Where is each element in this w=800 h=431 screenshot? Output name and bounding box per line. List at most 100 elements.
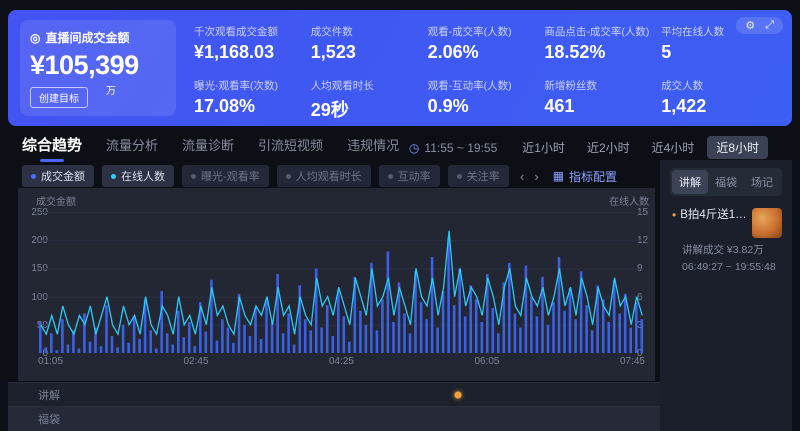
metric-value: 29秒 xyxy=(310,100,349,120)
banner-toolbar: ⚙ ⤢ xyxy=(736,17,783,34)
metric-label: 人均观看时长 xyxy=(310,80,374,92)
tab-流量分析[interactable]: 流量分析 xyxy=(106,138,159,153)
bullet-icon: • xyxy=(672,208,677,222)
chip-互动率[interactable]: 互动率 xyxy=(378,165,440,187)
chip-dot-icon xyxy=(191,173,196,179)
metric-label: 成交件数 xyxy=(310,26,353,38)
chip-label: 曝光-观看率 xyxy=(201,171,260,183)
time-button-近2小时[interactable]: 近2小时 xyxy=(586,141,630,155)
x-tick-06:05: 06:05 xyxy=(474,356,500,367)
metric-column-0: 千次观看成交金额 ¥1,168.03 曝光-观看率(次数) 17.08% xyxy=(194,24,311,116)
time-button-近1小时[interactable]: 近1小时 xyxy=(522,141,565,155)
primary-metric-value: ¥105,399 xyxy=(30,50,139,80)
tab-综合趋势[interactable]: 综合趋势 xyxy=(22,134,82,155)
metric-value: ¥1,168.03 xyxy=(194,42,275,62)
primary-metric-header: ◎ 直播间成交金额 xyxy=(30,29,166,46)
trend-chart xyxy=(38,212,645,353)
chip-人均观看时长[interactable]: 人均观看时长 xyxy=(276,165,371,187)
metric-label: 新增粉丝数 xyxy=(544,80,597,92)
metric-bottom: 人均观看时长 29秒 xyxy=(311,78,428,122)
lane-label: 福袋 xyxy=(38,414,60,426)
metric-bottom: 观看-互动率(人数) 0.9% xyxy=(428,78,545,117)
metric-label: 成交人数 xyxy=(661,80,704,92)
metric-value: 1,422 xyxy=(661,96,707,116)
metric-top: 成交件数 1,523 xyxy=(311,24,428,63)
event-lanes: 讲解 福袋 xyxy=(8,382,660,431)
lane-label: 讲解 xyxy=(38,389,60,402)
metric-column-1: 成交件数 1,523 人均观看时长 29秒 xyxy=(311,24,428,120)
chip-label: 关注率 xyxy=(466,171,500,183)
metric-value: 2.06% xyxy=(427,42,479,62)
metric-value: 5 xyxy=(661,42,672,62)
gear-icon[interactable]: ⚙ xyxy=(745,20,756,32)
right-axis-title: 在线人数 xyxy=(609,197,649,208)
side-panel-tabs: 讲解 福袋 场记 xyxy=(670,168,782,196)
grid-icon: ▦ xyxy=(552,169,565,183)
clock-icon: ◷ xyxy=(408,140,420,155)
metric-top: 观看-成交率(人数) 2.06% xyxy=(428,24,545,63)
x-tick-02:45: 02:45 xyxy=(183,356,209,367)
metric-column-4: 平均在线人数 5 成交人数 1,422 xyxy=(661,24,778,116)
time-range-picker[interactable]: ◷ 11:55 ~ 19:55 xyxy=(409,141,497,155)
chip-label: 互动率 xyxy=(397,171,431,183)
explain-item-gmv: 讲解成交 ¥3.82万 xyxy=(682,244,764,256)
primary-metric-card: ◎ 直播间成交金额 ¥105,399 万 创建目标 xyxy=(20,20,176,116)
metric-column-2: 观看-成交率(人数) 2.06% 观看-互动率(人数) 0.9% xyxy=(428,24,545,116)
chip-曝光-观看率[interactable]: 曝光-观看率 xyxy=(182,165,269,187)
metric-value: 17.08% xyxy=(194,96,256,116)
chip-dot-icon xyxy=(387,173,393,179)
x-tick-07:45: 07:45 xyxy=(619,356,645,367)
side-tab-讲解[interactable]: 讲解 xyxy=(672,170,708,194)
metric-top: 千次观看成交金额 ¥1,168.03 xyxy=(194,24,311,63)
metric-column-3: 商品点击-成交率(人数) 18.52% 新增粉丝数 461 xyxy=(544,24,661,116)
metric-config-button[interactable]: ▦ 指标配置 xyxy=(553,168,617,185)
time-quick-buttons: 近1小时 近2小时 近4小时 近8小时 xyxy=(513,136,768,159)
chip-关注率[interactable]: 关注率 xyxy=(447,165,509,187)
primary-metric-unit: 万 xyxy=(106,86,116,97)
event-marker-icon[interactable] xyxy=(454,391,462,398)
tab-引流短视频[interactable]: 引流短视频 xyxy=(258,138,324,153)
chips-pager: ‹ › xyxy=(520,169,539,184)
time-button-近8小时[interactable]: 近8小时 xyxy=(707,136,768,159)
explain-item[interactable]: • B拍4斤送1斤共35-4... 讲解成交 ¥3.82万 06:49:27 ~… xyxy=(672,208,782,273)
side-tab-场记[interactable]: 场记 xyxy=(751,177,773,189)
chip-dot-icon xyxy=(285,173,291,179)
chip-dot-icon xyxy=(31,173,36,179)
tab-流量诊断[interactable]: 流量诊断 xyxy=(182,138,235,153)
time-button-近4小时[interactable]: 近4小时 xyxy=(651,141,695,155)
metric-label: 千次观看成交金额 xyxy=(194,26,278,38)
metric-bottom: 成交人数 1,422 xyxy=(661,78,778,117)
nav-tabs: 综合趋势 流量分析 流量诊断 引流短视频 违规情况 xyxy=(22,134,399,155)
chevron-right-icon[interactable]: › xyxy=(534,168,539,184)
metric-config-label: 指标配置 xyxy=(569,169,618,184)
target-icon: ◎ xyxy=(30,30,41,45)
expand-icon[interactable]: ⤢ xyxy=(765,19,774,31)
explain-item-time: 06:49:27 ~ 19:55:48 xyxy=(682,261,776,273)
time-range-value: 11:55 ~ 19:55 xyxy=(424,140,498,155)
metric-filter-bar: 成交金额在线人数曝光-观看率人均观看时长互动率关注率负反馈率负反馈次数千次观看成… xyxy=(22,165,617,187)
chip-label: 成交金额 xyxy=(41,171,85,183)
x-tick-04:25: 04:25 xyxy=(328,356,354,367)
chip-成交金额[interactable]: 成交金额 xyxy=(22,165,94,187)
metric-bottom: 曝光-观看率(次数) 17.08% xyxy=(194,78,311,117)
metric-label: 曝光-观看率(次数) xyxy=(194,80,278,92)
chevron-left-icon[interactable]: ‹ xyxy=(520,168,525,184)
primary-metric-label: 直播间成交金额 xyxy=(45,31,130,45)
metric-bottom: 新增粉丝数 461 xyxy=(544,78,661,117)
create-goal-button[interactable]: 创建目标 xyxy=(30,87,88,108)
time-controls: ◷ 11:55 ~ 19:55 近1小时 近2小时 近4小时 近8小时 xyxy=(409,136,768,159)
side-tab-福袋[interactable]: 福袋 xyxy=(715,177,737,189)
left-tick-0: 0 xyxy=(42,348,48,359)
trend-chart-panel: 成交金额 在线人数 0 50 100 150 200 250 0 3 6 9 12 15 01:05… xyxy=(18,188,655,381)
lane-讲解: 讲解 xyxy=(8,382,660,406)
tab-违规情况[interactable]: 违规情况 xyxy=(347,138,400,153)
metric-chips: 成交金额在线人数曝光-观看率人均观看时长互动率关注率负反馈率负反馈次数千次观看成… xyxy=(22,165,510,187)
metric-top: 商品点击-成交率(人数) 18.52% xyxy=(544,24,661,63)
metric-value: 1,523 xyxy=(310,42,356,62)
metric-columns: 千次观看成交金额 ¥1,168.03 曝光-观看率(次数) 17.08% 成交件数 1,5… xyxy=(194,20,778,120)
chip-在线人数[interactable]: 在线人数 xyxy=(102,165,174,187)
metric-value: 461 xyxy=(544,96,575,116)
metrics-banner: ◎ 直播间成交金额 ¥105,399 万 创建目标 千次观看成交金额 ¥1,168… xyxy=(8,10,792,126)
explain-item-title: B拍4斤送1斤共35-4... xyxy=(680,209,748,221)
